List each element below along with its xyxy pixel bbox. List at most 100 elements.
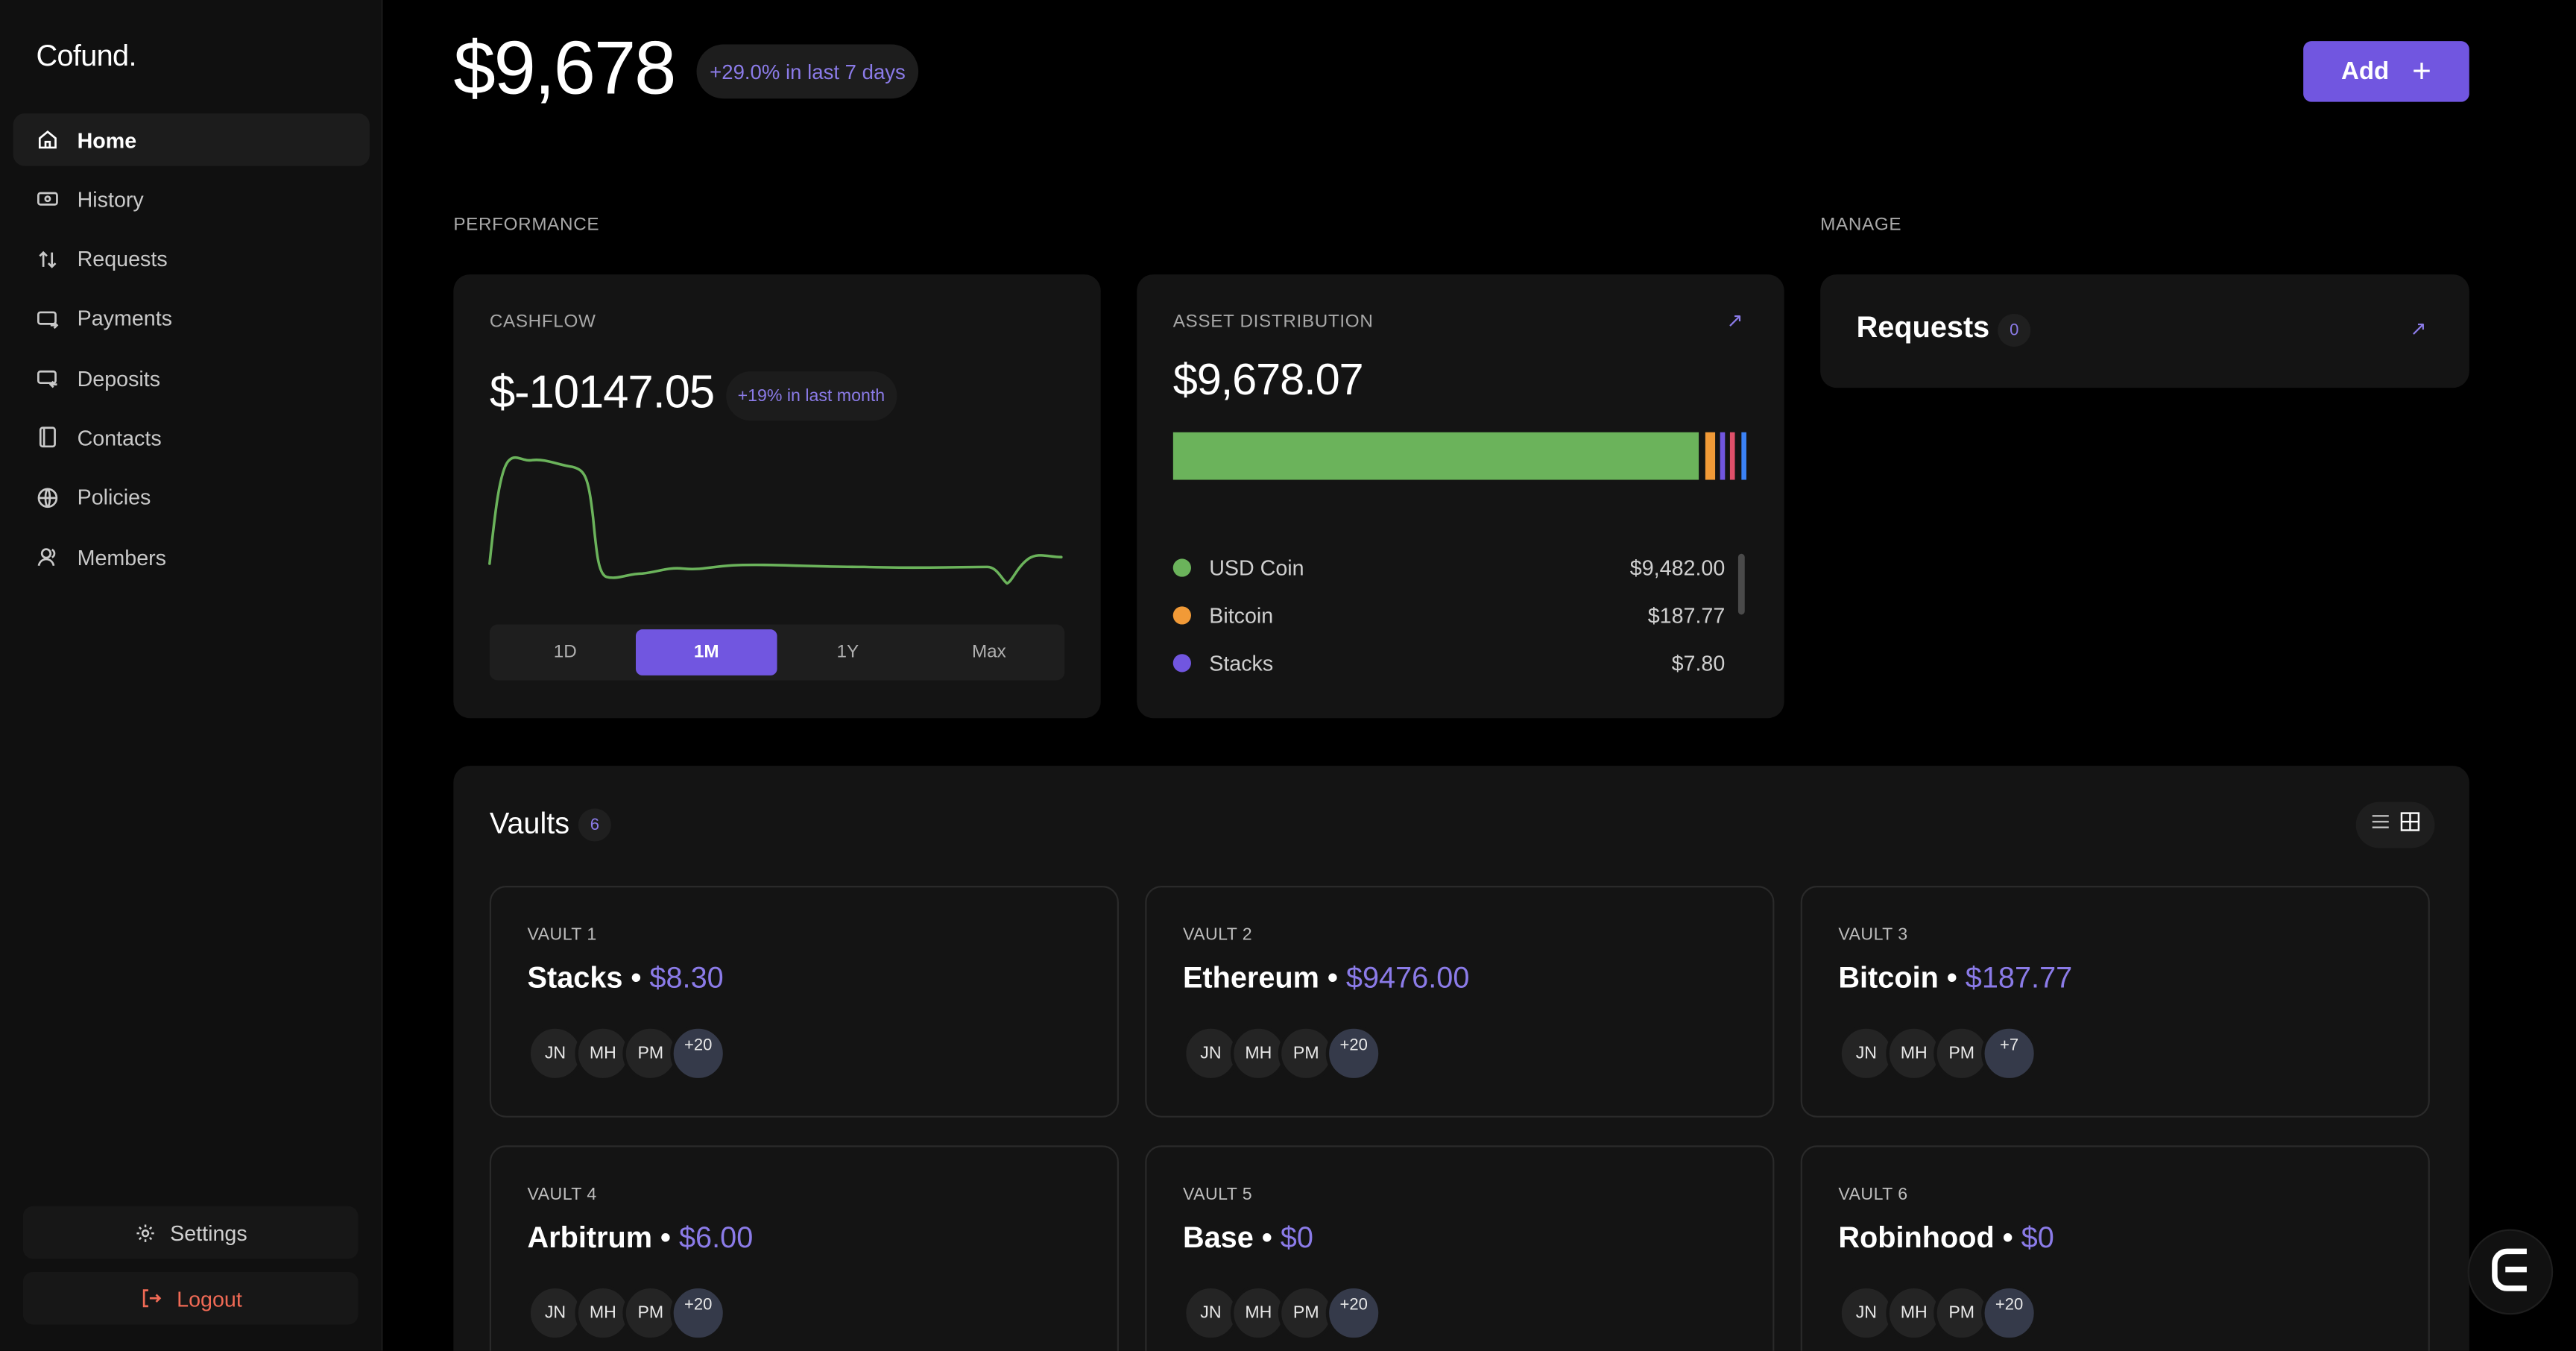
requests-count-badge: 0 (1998, 313, 2031, 347)
vaults-count-badge: 6 (578, 808, 611, 842)
sidebar-item-home[interactable]: Home (13, 113, 370, 166)
asset-amount: $7.80 (1671, 649, 1726, 675)
asset-distribution-label: ASSET DISTRIBUTION (1172, 312, 1374, 333)
avatar: JN (527, 1025, 584, 1082)
open-arrow-icon[interactable]: ↗ (1726, 309, 1743, 333)
avatar: JN (1838, 1025, 1895, 1082)
home-icon (36, 128, 59, 151)
balance-change-badge: +29.0% in last 7 days (696, 44, 919, 99)
vault-amount: $9476.00 (1345, 961, 1470, 995)
vault-card[interactable]: VAULT 6 Robinhood • $0 JN MH PM +20 (1800, 1145, 2430, 1351)
more-members-badge: +20 (1325, 1285, 1382, 1341)
range-1y-button[interactable]: 1Y (836, 642, 859, 663)
bar-segment-usd-coin (1172, 432, 1699, 480)
sidebar-item-label: History (77, 186, 144, 212)
more-members-badge: +20 (670, 1285, 727, 1341)
cashflow-value: $-10147.05 (489, 366, 715, 418)
contacts-icon (36, 426, 59, 450)
more-members-badge: +20 (1981, 1285, 2038, 1341)
vault-amount: $8.30 (649, 961, 724, 995)
vault-card[interactable]: VAULT 5 Base • $0 JN MH PM +20 (1145, 1145, 1775, 1351)
sidebar-item-payments[interactable]: Payments (13, 292, 370, 345)
sidebar-item-requests[interactable]: Requests (13, 233, 370, 286)
avatar: JN (527, 1285, 584, 1341)
policies-icon (36, 486, 59, 509)
bar-segment-red (1729, 432, 1735, 480)
vaults-panel: Vaults 6 VAULT 1 Stacks • $8.30 JN MH PM +20 V… (453, 766, 2469, 1351)
vault-card[interactable]: VAULT 2 Ethereum • $9476.00 JN MH PM +20 (1145, 886, 1775, 1118)
asset-amount: $187.77 (1647, 602, 1726, 627)
vault-card[interactable]: VAULT 1 Stacks • $8.30 JN MH PM +20 (489, 886, 1119, 1118)
open-arrow-icon[interactable]: ↗ (2410, 317, 2427, 341)
total-balance: $9,678 (453, 25, 676, 110)
separator-dot: • (1319, 961, 1346, 995)
sidebar-item-policies[interactable]: Policies (13, 471, 370, 524)
asset-row-usd-coin: USD Coin $9,482.00 (1172, 550, 1726, 583)
separator-dot: • (1994, 1221, 2021, 1254)
manage-heading: MANAGE (1820, 215, 1902, 236)
vault-amount: $6.00 (678, 1221, 754, 1254)
requests-icon (36, 248, 59, 271)
more-members-badge: +7 (1981, 1025, 2038, 1082)
settings-button[interactable]: Settings (22, 1206, 359, 1259)
requests-title: Requests (1856, 310, 1990, 344)
asset-amount: $9,482.00 (1629, 554, 1726, 579)
vault-label: VAULT 1 (527, 925, 597, 945)
brand-logo: Cofund. (36, 39, 136, 72)
separator-dot: • (1253, 1221, 1281, 1254)
grid-view-icon[interactable] (2400, 810, 2420, 840)
vault-label: VAULT 2 (1182, 925, 1253, 945)
cashflow-sparkline (488, 456, 1063, 585)
vault-asset-name: Bitcoin (1838, 961, 1939, 995)
range-max-button[interactable]: Max (971, 642, 1006, 663)
logout-label: Logout (177, 1285, 242, 1311)
asset-row-stacks: Stacks $7.80 (1172, 646, 1726, 678)
vault-asset-name: Ethereum (1182, 961, 1319, 995)
view-toggle (2355, 802, 2435, 848)
sidebar-item-label: Contacts (77, 425, 162, 450)
avatar: PM (1278, 1285, 1334, 1341)
performance-heading: PERFORMANCE (453, 215, 600, 236)
support-fab[interactable] (2467, 1229, 2554, 1315)
logout-button[interactable]: Logout (22, 1271, 359, 1325)
vault-amount: $0 (2021, 1221, 2054, 1254)
vault-asset-name: Arbitrum (527, 1221, 653, 1254)
separator-dot: • (1938, 961, 1966, 995)
sidebar-item-members[interactable]: Members (13, 531, 370, 584)
vault-amount: $187.77 (1965, 961, 2073, 995)
requests-card[interactable]: Requests 0 ↗ (1820, 274, 2469, 388)
avatar: JN (1182, 1025, 1239, 1082)
vault-title: Bitcoin • $187.77 (1838, 961, 2072, 995)
range-1m-button[interactable]: 1M (635, 629, 777, 676)
vault-card[interactable]: VAULT 3 Bitcoin • $187.77 JN MH PM +7 (1800, 886, 2430, 1118)
logout-icon (139, 1287, 162, 1310)
vault-card[interactable]: VAULT 4 Arbitrum • $6.00 JN MH PM +20 (489, 1145, 1119, 1351)
gear-icon (134, 1222, 156, 1244)
plus-icon: + (2412, 53, 2431, 90)
add-label: Add (2340, 57, 2390, 86)
sidebar-item-label: Requests (77, 246, 168, 271)
bar-segment-bitcoin (1705, 432, 1716, 480)
sidebar-item-deposits[interactable]: Deposits (13, 352, 370, 405)
cashflow-label: CASHFLOW (489, 312, 596, 333)
list-view-icon[interactable] (2371, 810, 2390, 840)
payments-icon (36, 307, 59, 330)
more-members-badge: +20 (1325, 1025, 1382, 1082)
sidebar-item-label: Members (77, 544, 167, 570)
sidebar-nav: Home History Requests Payments Deposits … (13, 113, 370, 591)
asset-list-scrollbar[interactable] (1737, 553, 1745, 615)
add-button[interactable]: Add + (2303, 41, 2469, 102)
sidebar: Cofund. Home History Requests Payments D… (0, 0, 383, 1351)
range-1d-button[interactable]: 1D (553, 642, 577, 663)
sidebar-item-history[interactable]: History (13, 173, 370, 226)
vaults-title: Vaults (489, 807, 570, 840)
asset-distribution-card: ASSET DISTRIBUTION ↗ $9,678.07 USD Coin … (1137, 274, 1784, 719)
vault-asset-name: Base (1182, 1221, 1254, 1254)
chat-logo-icon (2487, 1243, 2534, 1300)
sidebar-item-contacts[interactable]: Contacts (13, 412, 370, 464)
avatar: MH (1230, 1025, 1287, 1082)
vault-title: Robinhood • $0 (1838, 1221, 2053, 1256)
vault-title: Stacks • $8.30 (528, 961, 724, 995)
cashflow-card: CASHFLOW $-10147.05 +19% in last month 1… (453, 274, 1101, 719)
vault-label: VAULT 4 (527, 1185, 597, 1205)
